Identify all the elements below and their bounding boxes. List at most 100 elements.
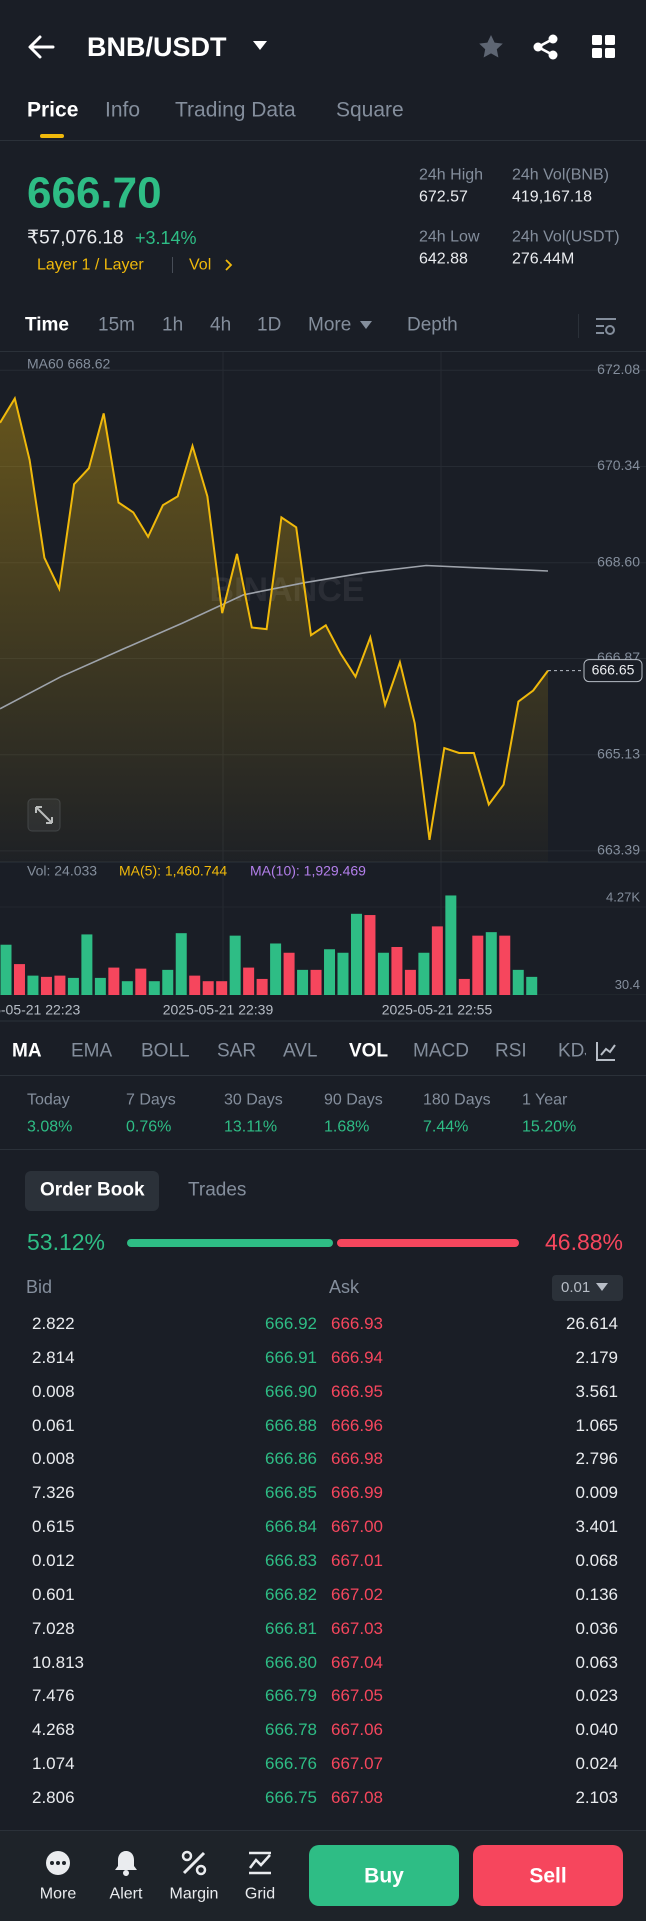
bid-qty: 2.814 (32, 1347, 75, 1367)
bid-price: 666.82 (265, 1584, 317, 1604)
more-icon[interactable] (45, 1850, 71, 1876)
ask-price: 667.00 (331, 1516, 383, 1536)
share-button[interactable] (532, 33, 560, 61)
indicator-tab[interactable]: SAR (217, 1040, 257, 1062)
indicator-tab[interactable]: EMA (71, 1040, 113, 1062)
interval-tab[interactable]: 15m (98, 314, 135, 336)
margin-icon[interactable] (181, 1850, 207, 1876)
volume-bar (108, 967, 120, 995)
volume-bar (121, 981, 133, 995)
separator (578, 314, 579, 338)
bid-price: 666.92 (265, 1313, 317, 1333)
volume-bar (418, 952, 430, 995)
period-label: 30 Days (224, 1091, 283, 1109)
back-button[interactable] (26, 34, 56, 60)
volume-bar (364, 915, 376, 995)
interval-tab[interactable]: 1h (162, 314, 184, 336)
bid-qty: 2.806 (32, 1787, 75, 1807)
y-tick-label: 668.60 (597, 553, 640, 569)
indicator-tab[interactable]: MA (12, 1040, 42, 1062)
interval-tab[interactable]: More (308, 314, 352, 336)
volume-bar (229, 935, 241, 995)
ask-qty: 0.024 (575, 1753, 618, 1773)
interval-tab[interactable]: Time (25, 314, 70, 336)
bid-price: 666.83 (265, 1550, 317, 1570)
interval-tab[interactable]: Depth (407, 314, 458, 336)
volume-bar (485, 932, 497, 995)
action-label[interactable]: Alert (109, 1885, 143, 1903)
indicator-tab[interactable]: BOLL (141, 1040, 190, 1062)
pair-dropdown[interactable] (252, 40, 268, 52)
stat-value: 419,167.18 (512, 188, 593, 206)
volume-bar (458, 978, 470, 995)
action-label[interactable]: More (39, 1885, 77, 1903)
volume-bar (175, 933, 187, 995)
volume-bar (431, 926, 443, 995)
action-label[interactable]: Margin (169, 1885, 219, 1903)
tab[interactable]: Square (336, 98, 404, 122)
tab[interactable]: Trading Data (175, 98, 296, 122)
volume-bar (256, 978, 268, 995)
interval-tab[interactable]: 4h (210, 314, 232, 336)
menu-grid-button[interactable] (592, 35, 616, 59)
grid-icon[interactable] (247, 1850, 273, 1876)
indicator-tab[interactable]: MACD (413, 1040, 469, 1062)
buy-button[interactable] (309, 1845, 459, 1906)
tab[interactable]: Price (27, 98, 79, 122)
ask-price: 666.95 (331, 1381, 383, 1401)
volume-bar (270, 943, 282, 995)
precision-value[interactable]: 0.01 (561, 1279, 591, 1296)
volume-bar (297, 969, 309, 995)
ask-qty: 0.063 (575, 1652, 618, 1672)
indicator-tab[interactable]: RSI (495, 1040, 527, 1062)
period-return: 7.44% (423, 1118, 469, 1136)
y-tick-label: 663.39 (597, 842, 640, 858)
indicator-settings-button[interactable] (595, 1040, 617, 1062)
bid-qty: 7.028 (32, 1618, 75, 1638)
period-return: 13.11% (224, 1118, 278, 1136)
ask-price: 666.93 (331, 1313, 383, 1333)
volume-bar (526, 976, 538, 995)
indicator-tab[interactable]: AVL (283, 1040, 318, 1062)
bid-qty: 0.012 (32, 1550, 75, 1570)
bid-qty: 1.074 (32, 1753, 75, 1773)
divider (0, 140, 646, 141)
precision-select[interactable] (552, 1275, 623, 1301)
buy-ratio: 53.12% (27, 1229, 106, 1256)
bid-price: 666.90 (265, 1381, 317, 1401)
volume-bar (512, 969, 524, 995)
stat-label: 24h High (419, 166, 484, 184)
tab[interactable]: Info (105, 98, 141, 122)
interval-tab[interactable]: 1D (257, 314, 282, 336)
sell-label[interactable]: Sell (529, 1864, 567, 1888)
bid-price: 666.79 (265, 1686, 317, 1706)
action-label[interactable]: Grid (244, 1885, 276, 1903)
volume-bar (377, 952, 389, 995)
ask-price: 667.04 (331, 1652, 383, 1672)
tab[interactable]: Trades (188, 1179, 247, 1201)
bid-price: 666.91 (265, 1347, 317, 1367)
period-label: 1 Year (522, 1091, 568, 1109)
indicator-tab[interactable]: KDJ (558, 1040, 594, 1062)
alert-icon[interactable] (113, 1849, 139, 1877)
ask-qty: 26.614 (566, 1313, 618, 1333)
indicator-tab[interactable]: VOL (349, 1040, 389, 1062)
stat-label: 24h Vol(USDT) (512, 228, 620, 246)
vol-link[interactable]: Vol (189, 256, 212, 274)
period-label: 180 Days (423, 1091, 491, 1109)
stat-value: 642.88 (419, 250, 468, 268)
buy-label[interactable]: Buy (364, 1864, 404, 1888)
category-tag[interactable]: Layer 1 / Layer (37, 256, 144, 274)
bid-price: 666.81 (265, 1618, 317, 1638)
ask-qty: 0.009 (575, 1483, 618, 1503)
more-dropdown[interactable] (360, 321, 372, 330)
ma60-label: MA60 668.62 (27, 356, 110, 372)
sell-button[interactable] (473, 1845, 623, 1906)
ask-qty: 2.796 (575, 1449, 618, 1469)
tab[interactable]: Order Book (40, 1179, 145, 1201)
pair-title[interactable]: BNB/USDT (87, 31, 227, 62)
chart-settings-button[interactable] (594, 314, 618, 338)
volume-bar (162, 969, 174, 995)
favorite-button[interactable] (478, 34, 504, 60)
